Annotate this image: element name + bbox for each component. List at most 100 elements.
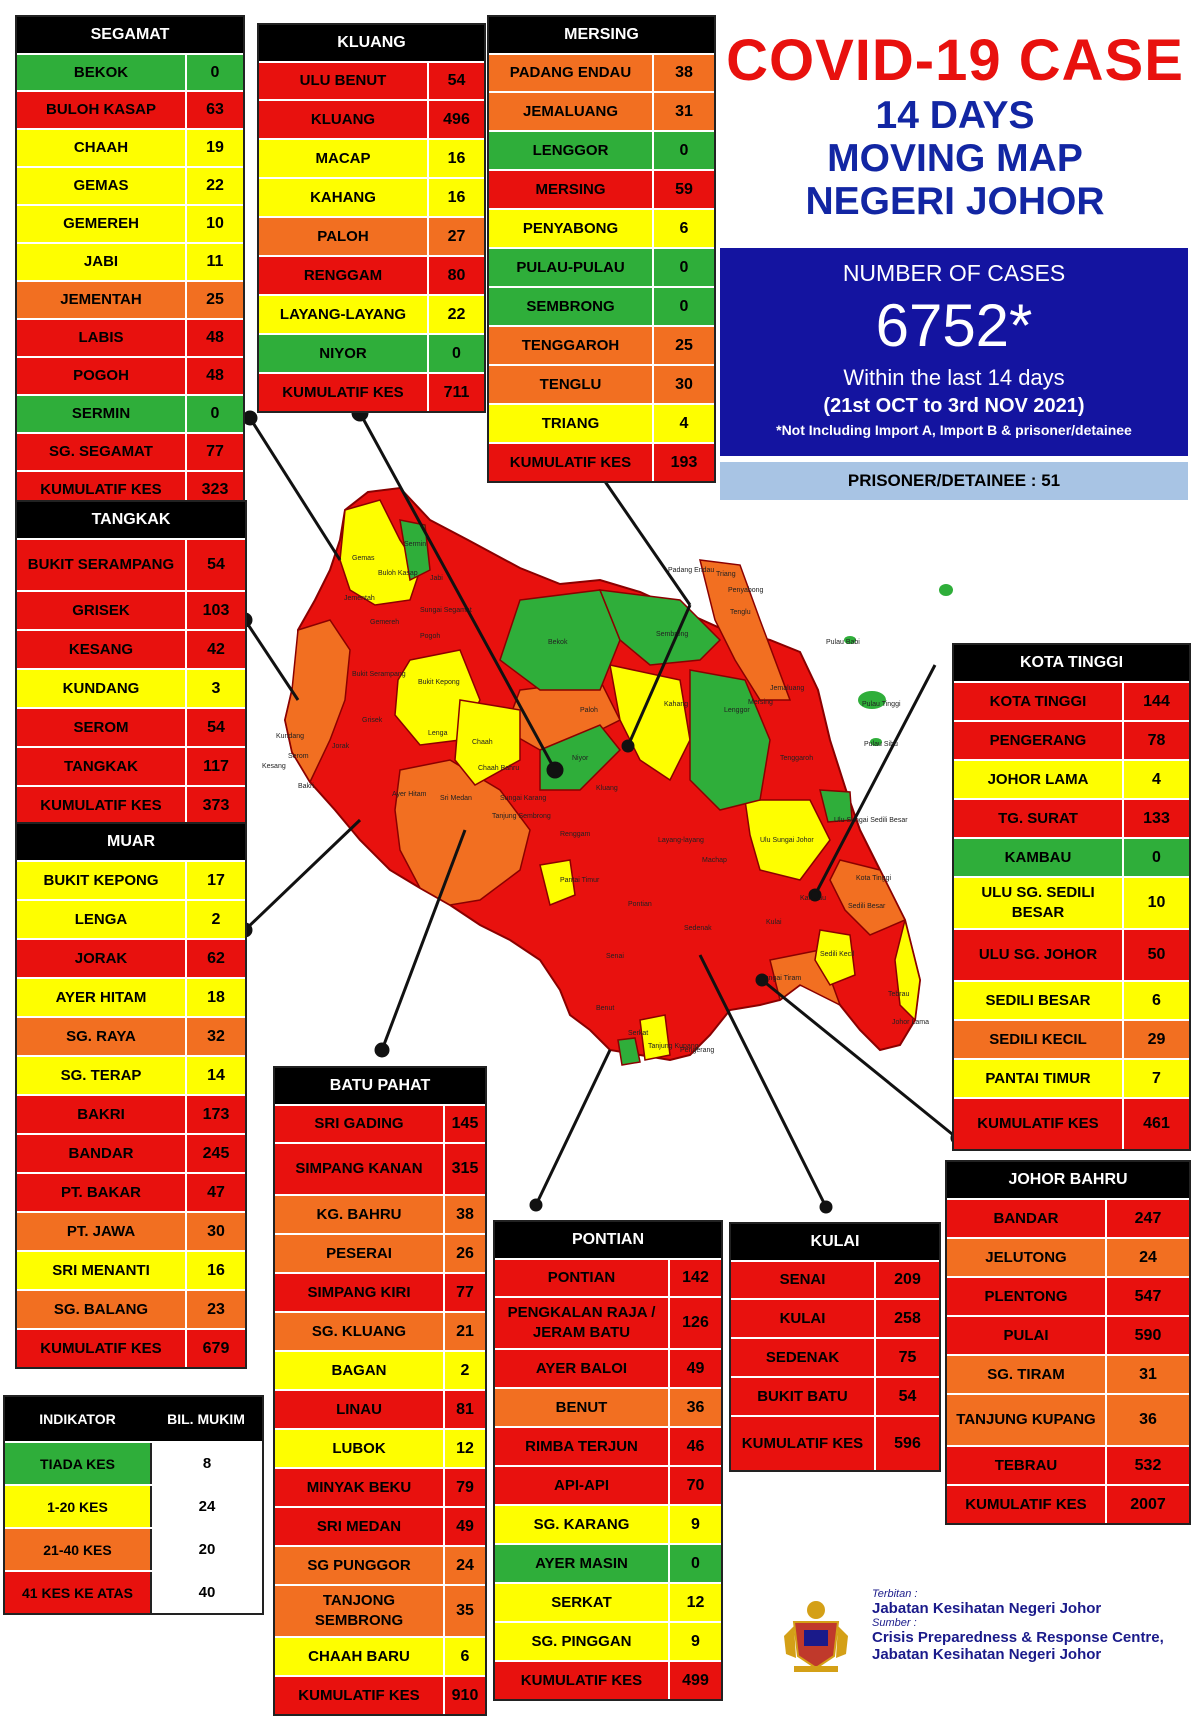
mukim-name: JEMENTAH xyxy=(17,282,187,318)
mukim-name: KUNDANG xyxy=(17,670,187,707)
mukim-row: SEDILI KECIL 29 xyxy=(954,1019,1189,1058)
mukim-row: TG. SURAT 133 xyxy=(954,798,1189,837)
case-count: 49 xyxy=(445,1508,485,1545)
case-count: 373 xyxy=(187,787,245,824)
mukim-name: SRI GADING xyxy=(275,1106,445,1142)
mukim-name: ULU SG. JOHOR xyxy=(954,930,1124,980)
cases-note: *Not Including Import A, Import B & pris… xyxy=(776,422,1132,438)
source-line-1: Crisis Preparedness & Response Centre, xyxy=(872,1629,1164,1646)
map-label: Bukit Kepong xyxy=(418,679,460,686)
mukim-name: LINAU xyxy=(275,1391,445,1428)
case-count: 79 xyxy=(445,1469,485,1506)
cumulative-row: KUMULATIF KES 373 xyxy=(17,785,245,824)
district-table-johor-bahru: JOHOR BAHRU BANDAR 247 JELUTONG 24 PLENTONG 54… xyxy=(945,1160,1191,1525)
mukim-row: KLUANG 496 xyxy=(259,99,484,138)
case-count: 596 xyxy=(876,1417,939,1470)
mukim-row: BUKIT KEPONG 17 xyxy=(17,860,245,899)
case-count: 0 xyxy=(654,249,714,286)
source-line-2: Jabatan Kesihatan Negeri Johor xyxy=(872,1646,1102,1663)
map-label: Tenglu xyxy=(730,609,751,616)
leader-dot-kulai xyxy=(819,1200,833,1214)
case-count: 54 xyxy=(187,709,245,746)
mukim-name: BUKIT BATU xyxy=(731,1378,876,1415)
case-count: 461 xyxy=(1124,1099,1189,1149)
mukim-name: CHAAH BARU xyxy=(275,1638,445,1675)
district-title: MUAR xyxy=(17,824,245,860)
mukim-row: LENGGOR 0 xyxy=(489,130,714,169)
mukim-row: BAKRI 173 xyxy=(17,1094,245,1133)
mukim-row: LAYANG-LAYANG 22 xyxy=(259,294,484,333)
case-count: 81 xyxy=(445,1391,485,1428)
coat-of-arms-icon xyxy=(784,1601,848,1672)
mukim-name: TEBRAU xyxy=(947,1447,1107,1484)
case-count: 25 xyxy=(187,282,243,318)
mukim-name: LAYANG-LAYANG xyxy=(259,296,429,333)
leader-mersing-kluang xyxy=(626,604,692,747)
mukim-row: AYER HITAM 18 xyxy=(17,977,245,1016)
map-label: Sermin xyxy=(404,541,426,548)
mukim-name: LABIS xyxy=(17,320,187,356)
case-count: 2007 xyxy=(1107,1486,1189,1523)
mukim-row: KAHANG 16 xyxy=(259,177,484,216)
page-title: COVID-19 CASE xyxy=(726,28,1184,93)
case-count: 59 xyxy=(654,171,714,208)
map-label: Ayer Hitam xyxy=(392,791,427,798)
leader-dot-pontian xyxy=(529,1198,543,1212)
map-yellow-segamat xyxy=(339,499,421,606)
case-count: 9 xyxy=(670,1623,721,1660)
district-title: PONTIAN xyxy=(495,1222,721,1258)
map-label: Pontian xyxy=(628,901,652,908)
map-green-lenggor xyxy=(689,669,771,811)
mukim-row: PULAI 590 xyxy=(947,1315,1189,1354)
legend-count: 8 xyxy=(152,1443,262,1484)
mukim-name: SG. KARANG xyxy=(495,1506,670,1543)
district-table-segamat: SEGAMAT BEKOK 0 BULOH KASAP 63 CHAAH 19 GEMAS 22… xyxy=(15,15,245,510)
case-count: 679 xyxy=(187,1330,245,1367)
mukim-name: LUBOK xyxy=(275,1430,445,1467)
mukim-name: KUMULATIF KES xyxy=(17,787,187,824)
mukim-row: SEDILI BESAR 6 xyxy=(954,980,1189,1019)
mukim-name: SENAI xyxy=(731,1262,876,1298)
mukim-row: PENGKALAN RAJA / JERAM BATU 126 xyxy=(495,1296,721,1348)
mukim-row: SG. KARANG 9 xyxy=(495,1504,721,1543)
mukim-name: PULAI xyxy=(947,1317,1107,1354)
map-yellow-pantai-timur xyxy=(894,919,921,1022)
map-label: Serkat xyxy=(628,1030,648,1037)
case-count: 2 xyxy=(445,1352,485,1389)
mukim-name: PONTIAN xyxy=(495,1260,670,1296)
case-count: 258 xyxy=(876,1300,939,1337)
mukim-name: KUMULATIF KES xyxy=(947,1486,1107,1523)
case-count: 48 xyxy=(187,358,243,394)
mukim-row: LUBOK 12 xyxy=(275,1428,485,1467)
case-count: 496 xyxy=(429,101,484,138)
mukim-name: BULOH KASAP xyxy=(17,92,187,128)
map-yellow-johor-lama xyxy=(814,929,856,986)
mukim-name: AYER HITAM xyxy=(17,979,187,1016)
mukim-row: PANTAI TIMUR 7 xyxy=(954,1058,1189,1097)
mukim-name: LENGGOR xyxy=(489,132,654,169)
case-count: 6 xyxy=(445,1638,485,1675)
mukim-name: BENUT xyxy=(495,1389,670,1426)
footer-text: Terbitan : Jabatan Kesihatan Negeri Joho… xyxy=(872,1588,1192,1663)
map-label: Bukit Serampang xyxy=(352,671,406,678)
mukim-row: SG. RAYA 32 xyxy=(17,1016,245,1055)
map-label: Bakri xyxy=(298,783,314,790)
mukim-row: SERKAT 12 xyxy=(495,1582,721,1621)
leader-mersing xyxy=(593,466,692,606)
map-label: Buloh Kasap xyxy=(378,570,418,577)
leader-dot-batu-pahat xyxy=(374,1042,390,1058)
legend-label: 41 KES KE ATAS xyxy=(5,1572,152,1613)
map-label: Pulau Tinggi xyxy=(862,701,901,708)
mukim-row: ULU SG. SEDILI BESAR 10 xyxy=(954,876,1189,928)
case-count: 0 xyxy=(1124,839,1189,876)
mukim-row: GEMAS 22 xyxy=(17,166,243,204)
mukim-row: KG. BAHRU 38 xyxy=(275,1194,485,1233)
mukim-name: PT. JAWA xyxy=(17,1213,187,1250)
mukim-name: PENGERANG xyxy=(954,722,1124,759)
map-island-pulau-tinggi xyxy=(858,691,886,709)
indicator-legend: INDIKATOR BIL. MUKIM TIADA KES 8 1-20 KES 2… xyxy=(3,1395,264,1615)
published-label: Terbitan : xyxy=(872,1588,918,1600)
mukim-row: TANGKAK 117 xyxy=(17,746,245,785)
map-label: Grisek xyxy=(362,717,383,724)
case-count: 0 xyxy=(654,132,714,169)
